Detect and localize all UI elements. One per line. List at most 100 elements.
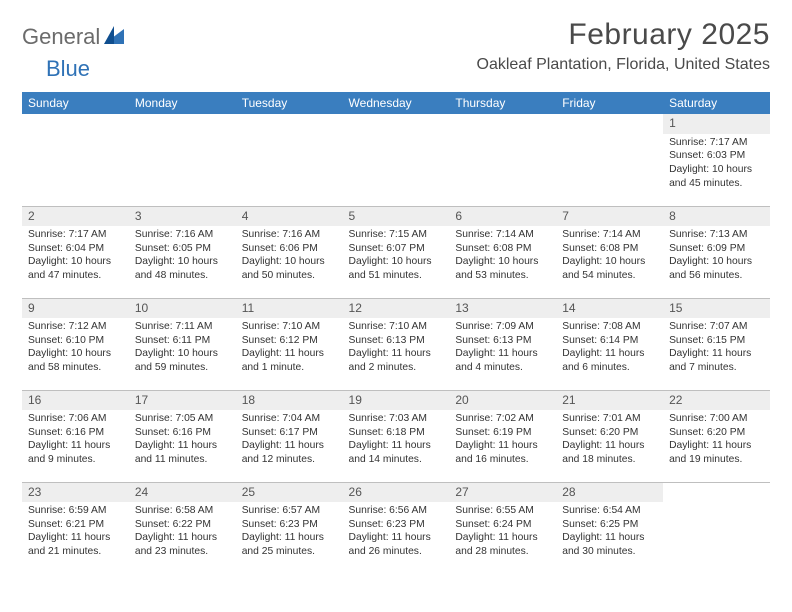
day-number: 19	[343, 391, 450, 411]
day-ss: Sunset: 6:20 PM	[562, 426, 657, 440]
day-dl2: and 14 minutes.	[349, 453, 444, 467]
day-number: 14	[556, 299, 663, 319]
day-dl1: Daylight: 11 hours	[135, 531, 230, 545]
day-sr: Sunrise: 7:15 AM	[349, 228, 444, 242]
day-dl1: Daylight: 11 hours	[349, 347, 444, 361]
day-ss: Sunset: 6:09 PM	[669, 242, 764, 256]
day-body: Sunrise: 7:17 AMSunset: 6:04 PMDaylight:…	[22, 226, 129, 286]
day-dl2: and 45 minutes.	[669, 177, 764, 191]
day-dl2: and 26 minutes.	[349, 545, 444, 559]
day-number: 23	[22, 483, 129, 503]
day-sr: Sunrise: 7:07 AM	[669, 320, 764, 334]
day-number: 20	[449, 391, 556, 411]
calendar-day-cell	[22, 114, 129, 206]
dayhead-tuesday: Tuesday	[236, 92, 343, 114]
day-dl2: and 59 minutes.	[135, 361, 230, 375]
day-number: 25	[236, 483, 343, 503]
day-dl2: and 28 minutes.	[455, 545, 550, 559]
calendar-day-cell: 19Sunrise: 7:03 AMSunset: 6:18 PMDayligh…	[343, 390, 450, 482]
calendar-header-row: Sunday Monday Tuesday Wednesday Thursday…	[22, 92, 770, 114]
calendar-day-cell: 11Sunrise: 7:10 AMSunset: 6:12 PMDayligh…	[236, 298, 343, 390]
day-number: 28	[556, 483, 663, 503]
day-sr: Sunrise: 7:00 AM	[669, 412, 764, 426]
day-sr: Sunrise: 7:13 AM	[669, 228, 764, 242]
day-ss: Sunset: 6:21 PM	[28, 518, 123, 532]
day-dl2: and 47 minutes.	[28, 269, 123, 283]
day-number: 26	[343, 483, 450, 503]
day-number: 22	[663, 391, 770, 411]
day-dl1: Daylight: 11 hours	[669, 347, 764, 361]
month-title: February 2025	[477, 18, 771, 52]
day-number: 3	[129, 207, 236, 227]
day-sr: Sunrise: 6:55 AM	[455, 504, 550, 518]
day-dl2: and 11 minutes.	[135, 453, 230, 467]
day-dl1: Daylight: 11 hours	[349, 531, 444, 545]
day-body: Sunrise: 6:56 AMSunset: 6:23 PMDaylight:…	[343, 502, 450, 562]
day-number: 5	[343, 207, 450, 227]
day-ss: Sunset: 6:03 PM	[669, 149, 764, 163]
day-ss: Sunset: 6:08 PM	[562, 242, 657, 256]
day-dl1: Daylight: 11 hours	[242, 439, 337, 453]
day-body: Sunrise: 7:02 AMSunset: 6:19 PMDaylight:…	[449, 410, 556, 470]
dayhead-monday: Monday	[129, 92, 236, 114]
calendar-day-cell: 23Sunrise: 6:59 AMSunset: 6:21 PMDayligh…	[22, 482, 129, 574]
day-sr: Sunrise: 6:57 AM	[242, 504, 337, 518]
calendar-day-cell: 21Sunrise: 7:01 AMSunset: 6:20 PMDayligh…	[556, 390, 663, 482]
day-body: Sunrise: 7:07 AMSunset: 6:15 PMDaylight:…	[663, 318, 770, 378]
calendar-day-cell: 5Sunrise: 7:15 AMSunset: 6:07 PMDaylight…	[343, 206, 450, 298]
calendar-day-cell: 9Sunrise: 7:12 AMSunset: 6:10 PMDaylight…	[22, 298, 129, 390]
day-dl1: Daylight: 11 hours	[349, 439, 444, 453]
day-dl2: and 50 minutes.	[242, 269, 337, 283]
logo: General	[22, 24, 125, 50]
day-sr: Sunrise: 7:16 AM	[242, 228, 337, 242]
calendar-day-cell: 6Sunrise: 7:14 AMSunset: 6:08 PMDaylight…	[449, 206, 556, 298]
calendar-day-cell: 3Sunrise: 7:16 AMSunset: 6:05 PMDaylight…	[129, 206, 236, 298]
day-number: 27	[449, 483, 556, 503]
day-dl1: Daylight: 10 hours	[669, 255, 764, 269]
day-dl1: Daylight: 11 hours	[562, 347, 657, 361]
day-sr: Sunrise: 7:10 AM	[349, 320, 444, 334]
calendar-day-cell: 20Sunrise: 7:02 AMSunset: 6:19 PMDayligh…	[449, 390, 556, 482]
day-number: 6	[449, 207, 556, 227]
day-dl1: Daylight: 11 hours	[242, 531, 337, 545]
day-dl2: and 7 minutes.	[669, 361, 764, 375]
calendar-day-cell: 4Sunrise: 7:16 AMSunset: 6:06 PMDaylight…	[236, 206, 343, 298]
dayhead-friday: Friday	[556, 92, 663, 114]
calendar-week-row: 9Sunrise: 7:12 AMSunset: 6:10 PMDaylight…	[22, 298, 770, 390]
day-sr: Sunrise: 7:01 AM	[562, 412, 657, 426]
day-dl2: and 9 minutes.	[28, 453, 123, 467]
day-sr: Sunrise: 7:09 AM	[455, 320, 550, 334]
day-sr: Sunrise: 7:02 AM	[455, 412, 550, 426]
day-ss: Sunset: 6:10 PM	[28, 334, 123, 348]
day-ss: Sunset: 6:14 PM	[562, 334, 657, 348]
day-dl1: Daylight: 10 hours	[669, 163, 764, 177]
day-ss: Sunset: 6:20 PM	[669, 426, 764, 440]
day-number: 2	[22, 207, 129, 227]
day-number: 16	[22, 391, 129, 411]
day-body: Sunrise: 7:06 AMSunset: 6:16 PMDaylight:…	[22, 410, 129, 470]
day-sr: Sunrise: 7:10 AM	[242, 320, 337, 334]
day-body: Sunrise: 6:55 AMSunset: 6:24 PMDaylight:…	[449, 502, 556, 562]
day-dl2: and 58 minutes.	[28, 361, 123, 375]
day-dl2: and 19 minutes.	[669, 453, 764, 467]
calendar-body: 1Sunrise: 7:17 AMSunset: 6:03 PMDaylight…	[22, 114, 770, 574]
day-dl2: and 23 minutes.	[135, 545, 230, 559]
day-number: 13	[449, 299, 556, 319]
day-body: Sunrise: 7:14 AMSunset: 6:08 PMDaylight:…	[449, 226, 556, 286]
day-sr: Sunrise: 7:12 AM	[28, 320, 123, 334]
day-ss: Sunset: 6:18 PM	[349, 426, 444, 440]
day-dl1: Daylight: 10 hours	[349, 255, 444, 269]
day-body: Sunrise: 7:10 AMSunset: 6:13 PMDaylight:…	[343, 318, 450, 378]
day-sr: Sunrise: 7:14 AM	[455, 228, 550, 242]
day-body: Sunrise: 6:58 AMSunset: 6:22 PMDaylight:…	[129, 502, 236, 562]
day-dl1: Daylight: 11 hours	[28, 439, 123, 453]
day-body: Sunrise: 7:10 AMSunset: 6:12 PMDaylight:…	[236, 318, 343, 378]
day-dl1: Daylight: 11 hours	[669, 439, 764, 453]
day-ss: Sunset: 6:13 PM	[349, 334, 444, 348]
day-ss: Sunset: 6:17 PM	[242, 426, 337, 440]
day-sr: Sunrise: 7:08 AM	[562, 320, 657, 334]
calendar-day-cell: 12Sunrise: 7:10 AMSunset: 6:13 PMDayligh…	[343, 298, 450, 390]
day-dl2: and 25 minutes.	[242, 545, 337, 559]
day-sr: Sunrise: 7:14 AM	[562, 228, 657, 242]
calendar-day-cell	[129, 114, 236, 206]
